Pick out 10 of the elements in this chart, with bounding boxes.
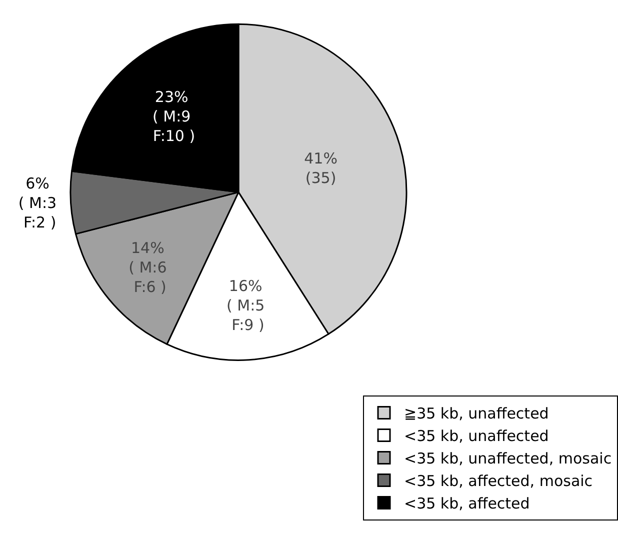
legend-label: <35 kb, affected, mosaic [404, 472, 593, 490]
legend-label: ≧35 kb, unaffected [404, 404, 549, 423]
legend-label: <35 kb, unaffected, mosaic [404, 450, 612, 468]
data-label: 14% ( M:6 F:6 ) [128, 238, 167, 296]
data-label: 41% (35) [304, 150, 338, 187]
data-label: 16% ( M:5 F:9 ) [226, 276, 265, 334]
data-label: 6% ( M:3 F:2 ) [18, 174, 57, 232]
data-label: 23% ( M:9 F:10 ) [148, 88, 196, 145]
legend-label: <35 kb, affected [404, 494, 530, 513]
legend-label: <35 kb, unaffected [404, 427, 549, 446]
